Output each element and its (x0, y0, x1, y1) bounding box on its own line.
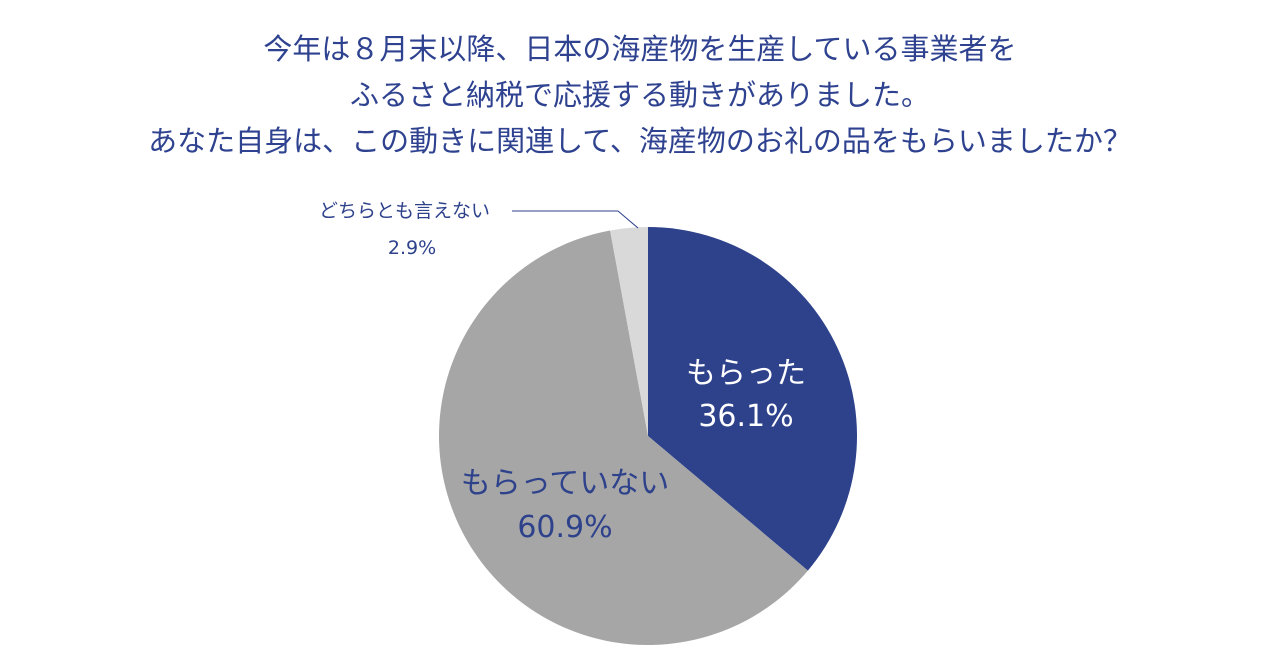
slice-label-1: もらった (686, 356, 806, 391)
slice-percent-3: 2.9% (388, 237, 436, 259)
slice-label-2: もらっていない (461, 466, 670, 501)
slice-label-3: どちらとも言えない (319, 200, 490, 222)
slice-percent-1: 36.1% (698, 399, 793, 434)
chart-title: 今年は８月末以降、日本の海産物を生産している事業者を ふるさと納税で応援する動き… (0, 26, 1280, 164)
pie-slice-3 (610, 227, 648, 436)
chart-title-line-1: 今年は８月末以降、日本の海産物を生産している事業者を (263, 32, 1017, 66)
pie-slice-2 (438, 230, 808, 646)
pie-slice-1 (648, 227, 858, 571)
slice-percent-2: 60.9% (517, 510, 612, 545)
chart-title-line-2: ふるさと納税で応援する動きがありました。 (349, 78, 930, 112)
chart-title-line-3: あなた自身は、この動きに関連して、海産物のお礼の品をもらいましたか？ (148, 124, 1132, 158)
leader-line (512, 210, 639, 229)
